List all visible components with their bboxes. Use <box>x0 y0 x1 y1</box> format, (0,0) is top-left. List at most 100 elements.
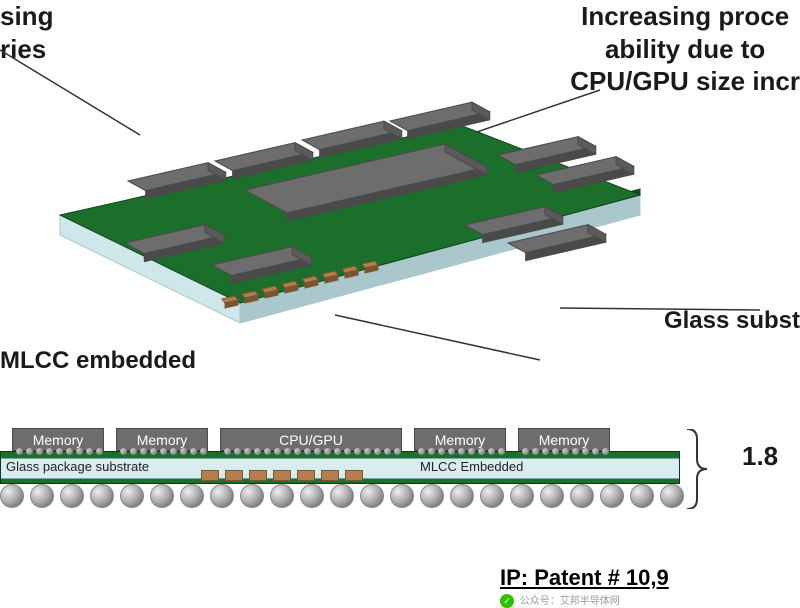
cs-mlcc <box>345 470 363 481</box>
cs-label-glass-package: Glass package substrate <box>6 459 149 474</box>
cs-chip-bump <box>56 448 63 455</box>
cs-solder-ball <box>0 484 24 508</box>
cs-chip-bump <box>522 448 529 455</box>
cs-chip-bump <box>602 448 609 455</box>
cs-chip-bump <box>26 448 33 455</box>
cs-chip-bump <box>234 448 241 455</box>
cs-mlcc <box>201 470 219 481</box>
cs-chip-3-bumps <box>418 448 505 455</box>
cs-solder-ball <box>630 484 654 508</box>
watermark-text: 公众号：艾邦半导体网 <box>520 596 620 607</box>
cs-chip-bump <box>16 448 23 455</box>
cs-chip-bump <box>488 448 495 455</box>
cs-chip-1-bumps <box>120 448 207 455</box>
cs-chip-bump <box>498 448 505 455</box>
cs-chip-bump <box>86 448 93 455</box>
cs-chip-bump <box>324 448 331 455</box>
cs-solder-ball <box>510 484 534 508</box>
cs-mlcc <box>273 470 291 481</box>
cs-solder-ball <box>300 484 324 508</box>
cs-chip-bump <box>284 448 291 455</box>
cs-chip-bump <box>120 448 127 455</box>
cs-chip-bump <box>46 448 53 455</box>
cs-chip-bump <box>458 448 465 455</box>
cs-chip-bump <box>354 448 361 455</box>
cs-solder-ball <box>30 484 54 508</box>
cs-chip-bump <box>66 448 73 455</box>
patent-footer: IP: Patent # 10,9 <box>500 565 669 591</box>
cs-chip-bump <box>418 448 425 455</box>
cs-chip-bump <box>428 448 435 455</box>
cs-chip-bump <box>254 448 261 455</box>
cs-chip-bump <box>170 448 177 455</box>
cs-solder-ball <box>540 484 564 508</box>
cs-chip-bump <box>384 448 391 455</box>
glass-substrate-label: Glass subst <box>664 306 800 336</box>
cs-solder-ball <box>330 484 354 508</box>
processing-ability-label: Increasing proce ability due to CPU/GPU … <box>570 0 800 98</box>
cs-mlcc <box>225 470 243 481</box>
cs-chip-0-bumps <box>16 448 103 455</box>
cs-solder-ball <box>120 484 144 508</box>
cs-solder-ball <box>150 484 174 508</box>
cs-solder-ball <box>240 484 264 508</box>
thickness-bracket <box>685 429 710 509</box>
cs-chip-bump <box>394 448 401 455</box>
cs-chip-bump <box>364 448 371 455</box>
cs-mlcc <box>249 470 267 481</box>
watermark: ✓ 公众号：艾邦半导体网 <box>500 592 620 608</box>
cs-chip-bump <box>448 448 455 455</box>
cs-balls <box>0 484 684 508</box>
cs-mlcc <box>297 470 315 481</box>
cs-chip-bump <box>344 448 351 455</box>
cs-chip-2-bumps <box>224 448 401 455</box>
cross-section: Glass package substrate MLCC Embedded Me… <box>0 415 680 525</box>
cs-chip-bump <box>478 448 485 455</box>
cs-chip-bump <box>264 448 271 455</box>
cs-chip-bump <box>274 448 281 455</box>
cs-solder-ball <box>210 484 234 508</box>
cs-chip-bump <box>160 448 167 455</box>
cs-solder-ball <box>360 484 384 508</box>
cs-chip-bump <box>304 448 311 455</box>
thickness-value: 1.8 <box>742 440 778 473</box>
memories-label: sing ries <box>0 0 53 65</box>
cs-chip-bump <box>36 448 43 455</box>
cs-solder-ball <box>390 484 414 508</box>
wechat-icon: ✓ <box>500 594 514 608</box>
cs-solder-ball <box>450 484 474 508</box>
cs-chip-bump <box>180 448 187 455</box>
cs-solder-ball <box>660 484 684 508</box>
isometric-board <box>30 85 650 325</box>
cs-chip-bump <box>468 448 475 455</box>
cs-chip-bump <box>374 448 381 455</box>
cs-chip-bump <box>314 448 321 455</box>
cs-chip-bump <box>334 448 341 455</box>
cs-chip-4-bumps <box>522 448 609 455</box>
cs-chip-bump <box>542 448 549 455</box>
cs-solder-ball <box>480 484 504 508</box>
cs-solder-ball <box>270 484 294 508</box>
cs-chip-bump <box>190 448 197 455</box>
cs-chip-bump <box>552 448 559 455</box>
cs-solder-ball <box>60 484 84 508</box>
cs-chip-bump <box>592 448 599 455</box>
cs-chip-bump <box>224 448 231 455</box>
cs-chip-bump <box>438 448 445 455</box>
cs-solder-ball <box>420 484 444 508</box>
mlcc-embedded-label: MLCC embedded <box>0 346 196 376</box>
cs-chip-bump <box>96 448 103 455</box>
cs-chip-bump <box>582 448 589 455</box>
cs-chip-bump <box>150 448 157 455</box>
cs-chip-bump <box>532 448 539 455</box>
cs-label-mlcc-embedded: MLCC Embedded <box>420 459 523 474</box>
cs-mlcc-row <box>201 470 363 481</box>
cs-solder-ball <box>600 484 624 508</box>
cs-solder-ball <box>180 484 204 508</box>
iso-svg <box>30 85 650 325</box>
cs-chip-bump <box>572 448 579 455</box>
cs-solder-ball <box>570 484 594 508</box>
cs-chip-bump <box>562 448 569 455</box>
cs-chip-bump <box>244 448 251 455</box>
cs-solder-ball <box>90 484 114 508</box>
